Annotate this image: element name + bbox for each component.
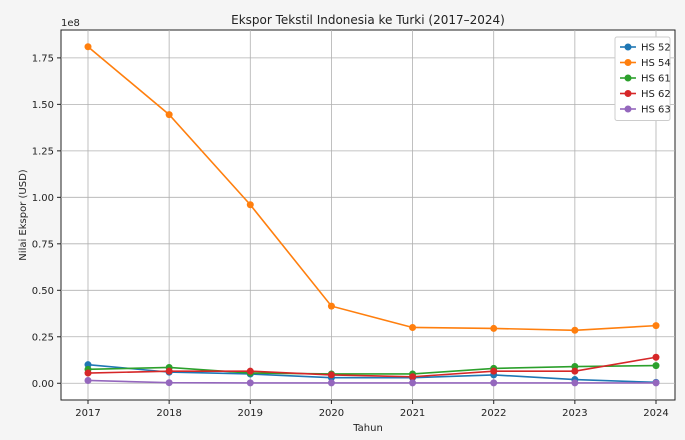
- data-point: [571, 326, 579, 334]
- data-point: [490, 324, 498, 332]
- y-tick-label: 0.50: [32, 286, 54, 297]
- y-tick-label: 1.75: [32, 53, 54, 64]
- legend-marker: [624, 105, 632, 113]
- x-tick-label: 2020: [319, 408, 344, 419]
- y-tick-label: 1.50: [32, 100, 54, 111]
- x-tick-label: 2022: [481, 408, 506, 419]
- series-line: [87, 363, 657, 384]
- x-tick-label: 2019: [238, 408, 263, 419]
- data-point: [246, 367, 254, 375]
- data-point: [246, 201, 254, 209]
- data-point: [409, 323, 417, 331]
- y-tick-label: 1.25: [32, 146, 54, 157]
- data-point: [652, 379, 660, 387]
- legend-label: HS 54: [641, 58, 671, 69]
- series-line: [87, 379, 656, 384]
- data-point: [327, 371, 335, 379]
- data-point: [409, 379, 417, 387]
- legend-box: [614, 36, 671, 121]
- series-line: [87, 364, 657, 375]
- data-point: [571, 379, 579, 387]
- y-offset-label: 1e8: [61, 18, 80, 29]
- x-tick-label: 2018: [156, 408, 181, 419]
- data-point: [165, 111, 173, 119]
- data-point: [84, 369, 92, 377]
- legend: HS 52 HS 54 HS 61 HS 62 HS 63: [614, 36, 671, 121]
- data-point: [652, 362, 660, 370]
- data-point: [652, 353, 660, 361]
- data-point: [84, 376, 92, 384]
- x-ticks: 2017 2018 2019 2020 2021 2022 2023 2024: [75, 400, 669, 419]
- data-point: [165, 367, 173, 375]
- x-axis-label: Tahun: [352, 423, 383, 434]
- data-point: [84, 43, 92, 51]
- data-point: [246, 379, 254, 387]
- x-tick-label: 2024: [643, 408, 668, 419]
- y-ticks: 0.00 0.25 0.50 0.75 1.00 1.25 1.50 1.75: [32, 53, 61, 390]
- data-point: [490, 367, 498, 375]
- legend-marker: [624, 90, 632, 97]
- legend-label: HS 62: [641, 89, 671, 100]
- y-tick-label: 0.00: [32, 379, 54, 390]
- legend-label: HS 52: [641, 43, 671, 54]
- data-point: [327, 302, 335, 310]
- data-point: [652, 322, 660, 330]
- x-tick-label: 2017: [75, 408, 100, 419]
- y-tick-label: 1.00: [32, 193, 54, 204]
- series-line: [87, 356, 657, 378]
- chart-title: Ekspor Tekstil Indonesia ke Turki (2017–…: [231, 13, 505, 27]
- data-point: [165, 379, 173, 387]
- y-axis-label: Nilai Ekspor (USD): [18, 169, 29, 260]
- legend-label: HS 63: [641, 105, 671, 116]
- legend-label: HS 61: [641, 74, 671, 85]
- data-point: [571, 367, 579, 375]
- y-tick-label: 0.75: [32, 239, 54, 250]
- series-line: [87, 46, 657, 332]
- x-tick-label: 2023: [562, 408, 587, 419]
- plot-area: [60, 29, 676, 401]
- legend-marker: [624, 43, 632, 51]
- legend-marker: [624, 59, 632, 66]
- data-point: [409, 373, 417, 381]
- x-tick-label: 2021: [400, 408, 425, 419]
- legend-marker: [624, 74, 632, 82]
- series-group: [84, 43, 660, 387]
- data-point: [490, 379, 498, 387]
- data-point: [327, 379, 335, 387]
- y-tick-label: 0.25: [32, 332, 54, 343]
